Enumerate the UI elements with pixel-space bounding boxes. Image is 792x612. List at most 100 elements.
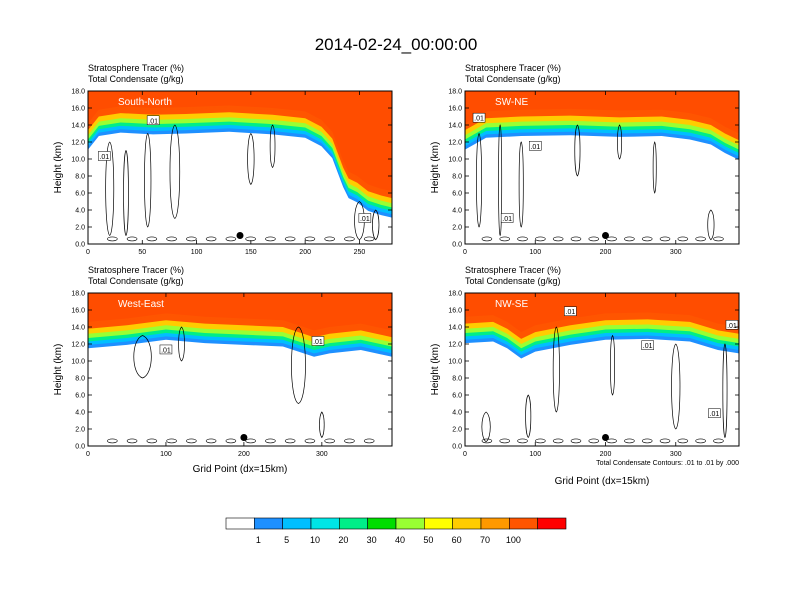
tracer-clear-region bbox=[88, 342, 392, 446]
colorbar-swatch bbox=[480, 517, 510, 530]
condensate-contour-low bbox=[166, 236, 177, 242]
contour-label-box bbox=[472, 112, 486, 123]
panel-2: .01 .01 .01 SW-NE Stratosphere Tracer (%)Tot… bbox=[430, 63, 740, 256]
y-axis-label: Height (km) bbox=[430, 142, 441, 194]
condensate-contour-low bbox=[481, 438, 493, 444]
colorbar-label: 70 bbox=[480, 535, 490, 545]
condensate-contour-low bbox=[659, 236, 671, 242]
panel-3: .01 .01 West-East Stratosphere Tracer (%)To… bbox=[53, 265, 393, 475]
condensate-contour-low bbox=[499, 438, 511, 444]
condensate-contour-low bbox=[344, 236, 355, 242]
condensate-contour-low bbox=[517, 236, 528, 242]
condensate-contour-low bbox=[186, 438, 197, 444]
x-tick-label: 100 bbox=[529, 451, 541, 458]
colorbar-swatch bbox=[509, 517, 538, 530]
condensate-contour-low bbox=[245, 438, 256, 444]
contour-label-box bbox=[500, 213, 514, 223]
tracer-field: .01 .01 .01 bbox=[465, 91, 739, 244]
y-tick-label: 14.0 bbox=[71, 123, 85, 130]
contour-label: .01 bbox=[727, 323, 737, 330]
condensate-contour bbox=[319, 411, 325, 439]
y-tick-label: 2.0 bbox=[452, 225, 462, 232]
tracer-clear-region bbox=[465, 137, 739, 244]
condensate-contour-low bbox=[624, 236, 635, 242]
condensate-contour-low bbox=[363, 236, 375, 242]
figure-title: 2014-02-24_00:00:00 bbox=[315, 35, 478, 54]
condensate-contour-low bbox=[588, 236, 600, 242]
y-axis-label: Height (km) bbox=[53, 142, 64, 194]
subtitle-condensate: Total Condensate (g/kg) bbox=[465, 276, 561, 286]
x-tick-label: 150 bbox=[245, 249, 257, 256]
contour-label-box bbox=[311, 336, 325, 346]
subtitle-condensate: Total Condensate (g/kg) bbox=[88, 74, 184, 84]
contour-note: Total Condensate Contours: .01 to .01 by… bbox=[596, 460, 739, 467]
y-tick-label: 14.0 bbox=[71, 325, 85, 332]
y-tick-label: 16.0 bbox=[71, 106, 85, 113]
y-tick-label: 2.0 bbox=[75, 427, 85, 434]
contour-label: .01 bbox=[313, 339, 323, 346]
condensate-contour-low bbox=[304, 236, 316, 242]
condensate-contour bbox=[247, 133, 255, 185]
condensate-contour bbox=[722, 343, 728, 439]
condensate-contour-low bbox=[606, 438, 617, 444]
y-tick-label: 0.0 bbox=[75, 444, 85, 451]
condensate-contour-low bbox=[107, 236, 118, 242]
colorbar-label: 5 bbox=[284, 535, 289, 545]
colorbar-label: 50 bbox=[423, 535, 433, 545]
tracer-band-top bbox=[88, 91, 392, 193]
condensate-contour-low bbox=[695, 438, 706, 444]
x-tick-label: 200 bbox=[600, 249, 612, 256]
y-tick-label: 14.0 bbox=[448, 325, 462, 332]
y-tick-label: 6.0 bbox=[452, 393, 462, 400]
x-tick-label: 50 bbox=[138, 249, 146, 256]
y-tick-label: 0.0 bbox=[452, 444, 462, 451]
contour-label-box bbox=[358, 213, 372, 223]
condensate-contour-low bbox=[146, 438, 158, 444]
condensate-contour bbox=[574, 124, 581, 177]
y-tick-label: 12.0 bbox=[448, 140, 462, 147]
x-tick-label: 100 bbox=[529, 249, 541, 256]
condensate-contour bbox=[291, 326, 306, 404]
panel-4: .01 .01 .01 .01 NW-SE Stratosphere Tracer (%)… bbox=[430, 265, 740, 487]
condensate-contour bbox=[178, 326, 185, 362]
condensate-contour-low bbox=[713, 236, 724, 242]
panel-1: .01 .01 .01 South-North Stratosphere Tracer … bbox=[53, 63, 393, 256]
condensate-contour bbox=[476, 132, 483, 228]
contour-label-box bbox=[564, 306, 577, 316]
condensate-contour-low bbox=[606, 236, 617, 242]
contour-label: .01 bbox=[566, 309, 576, 316]
contour-label-box bbox=[725, 320, 739, 330]
colorbar-label: 100 bbox=[506, 535, 521, 545]
colorbar-swatch bbox=[254, 517, 283, 530]
x-axis-label: Grid Point (dx=15km) bbox=[193, 464, 288, 475]
condensate-contour bbox=[123, 149, 129, 237]
plot-frame bbox=[464, 292, 740, 447]
condensate-contour-low bbox=[677, 236, 689, 242]
y-tick-label: 18.0 bbox=[448, 291, 462, 298]
y-tick-label: 16.0 bbox=[448, 308, 462, 315]
colorbar-swatch bbox=[225, 517, 255, 530]
condensate-contour-low bbox=[205, 438, 217, 444]
y-axis-label: Height (km) bbox=[53, 344, 64, 396]
condensate-contour bbox=[707, 209, 715, 241]
colorbar-swatch bbox=[537, 517, 567, 530]
condensate-contour-low bbox=[624, 438, 635, 444]
condensate-contour-low bbox=[363, 438, 375, 444]
y-tick-label: 0.0 bbox=[452, 242, 462, 249]
condensate-contour-low bbox=[107, 438, 118, 444]
subtitle-tracer: Stratosphere Tracer (%) bbox=[88, 265, 184, 275]
tracer-clear-region bbox=[465, 341, 739, 446]
condensate-contour-low bbox=[284, 236, 296, 242]
colorbar: 1 5 10 20 30 40 50 60 70 100 bbox=[225, 517, 567, 545]
y-tick-label: 4.0 bbox=[75, 410, 85, 417]
y-tick-label: 18.0 bbox=[448, 89, 462, 96]
y-tick-label: 12.0 bbox=[71, 342, 85, 349]
contour-label: .01 bbox=[360, 216, 370, 223]
y-tick-label: 18.0 bbox=[71, 291, 85, 298]
condensate-contour-low bbox=[481, 236, 493, 242]
colorbar-swatch bbox=[424, 517, 453, 530]
y-tick-label: 10.0 bbox=[448, 359, 462, 366]
tracer-clear-region bbox=[88, 134, 392, 244]
colorbar-swatch bbox=[367, 517, 397, 530]
